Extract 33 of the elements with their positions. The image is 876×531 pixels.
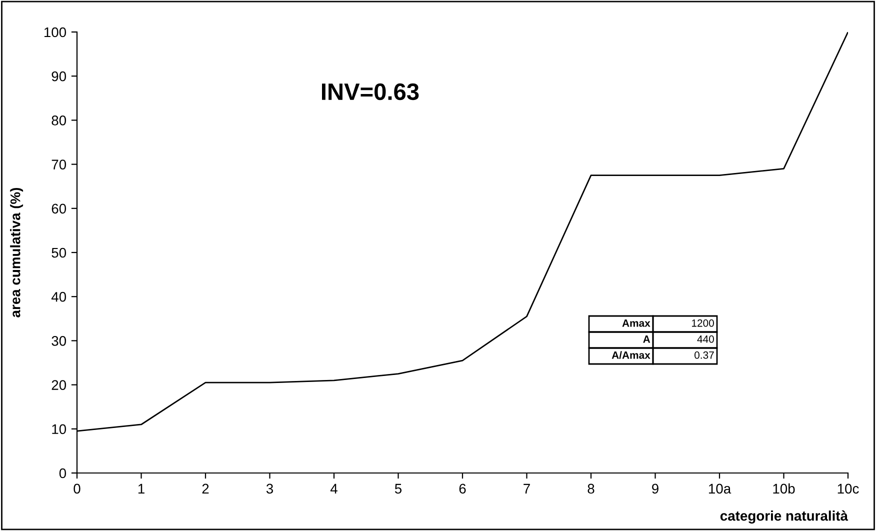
x-tick-label: 10b <box>773 483 795 494</box>
y-axis-title: area cumulativa (%) <box>10 188 24 318</box>
y-tick-label: 100 <box>44 27 66 38</box>
x-tick-label: 1 <box>138 484 144 494</box>
x-tick-label: 10c <box>838 484 859 494</box>
x-tick-label: 7 <box>524 484 530 494</box>
y-tick-label: 0 <box>59 468 66 478</box>
x-tick-label: 3 <box>266 484 273 494</box>
x-tick-label: 4 <box>330 484 338 494</box>
y-tick-label: 20 <box>52 380 66 390</box>
x-axis-title: categorie naturalità <box>720 510 848 524</box>
annotation: A <box>643 336 650 343</box>
x-tick-label: 0 <box>74 484 80 494</box>
x-tick-label: 5 <box>394 484 402 494</box>
x-tick-label: 2 <box>202 484 209 494</box>
annotation: 440 <box>697 335 714 343</box>
annotation: 0.37 <box>694 351 714 359</box>
x-tick-label: 6 <box>459 484 466 494</box>
y-tick-label: 60 <box>52 204 66 214</box>
y-tick-label: 80 <box>52 116 66 126</box>
y-tick-label: 70 <box>52 160 66 170</box>
y-tick-label: 90 <box>52 71 66 82</box>
y-tick-label: 50 <box>52 248 66 258</box>
x-tick-label: 8 <box>588 484 594 494</box>
x-tick-label: 10a <box>708 484 732 494</box>
y-tick-label: 30 <box>52 336 66 346</box>
y-tick-label: 10 <box>52 424 66 434</box>
annotation: A/Amax <box>612 351 650 359</box>
x-tick-label: 9 <box>652 484 658 494</box>
annotation: Amax <box>622 320 650 327</box>
annotation: 1200 <box>692 319 714 327</box>
y-tick-label: 40 <box>51 292 66 302</box>
annotation: INV=0.63 <box>322 83 419 100</box>
